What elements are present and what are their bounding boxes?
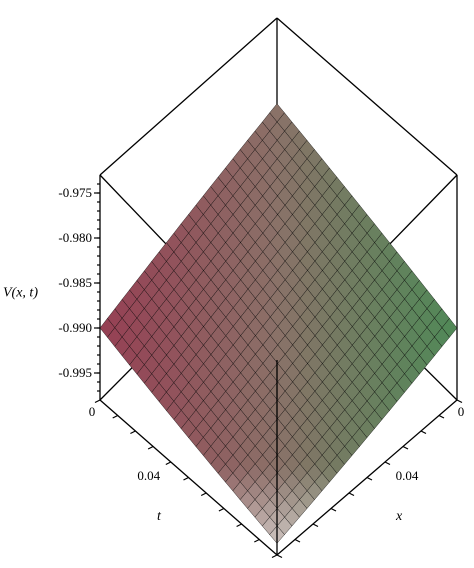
t-tick bbox=[130, 430, 136, 435]
t-tick bbox=[254, 538, 260, 543]
x-tick-label: 0.04 bbox=[396, 468, 419, 483]
t-tick bbox=[94, 399, 101, 404]
t-tick bbox=[200, 492, 207, 497]
x-axis: 00.04 bbox=[276, 399, 465, 559]
x-tick-label: 0 bbox=[458, 404, 465, 419]
x-axis-label: x bbox=[395, 509, 403, 524]
surface-mesh bbox=[99, 103, 458, 544]
t-axis-label: t bbox=[157, 509, 162, 524]
box-edge bbox=[99, 17, 278, 176]
z-tick-label: -0.990 bbox=[58, 320, 92, 335]
z-tick-label: -0.975 bbox=[58, 185, 92, 200]
t-tick bbox=[271, 554, 278, 559]
x-tick bbox=[330, 507, 337, 512]
z-tick-label: -0.980 bbox=[58, 230, 92, 245]
t-tick bbox=[165, 461, 172, 466]
z-tick-label: -0.985 bbox=[58, 275, 92, 290]
x-tick bbox=[312, 523, 319, 528]
t-tick bbox=[112, 414, 118, 419]
t-tick bbox=[183, 476, 189, 481]
t-tick-label: 0 bbox=[89, 404, 96, 419]
z-tick-label: -0.995 bbox=[58, 365, 92, 380]
x-tick bbox=[420, 430, 427, 435]
box-edge bbox=[276, 17, 458, 176]
x-tick bbox=[456, 399, 463, 404]
x-tick bbox=[366, 476, 373, 481]
z-axis-label: V(x, t) bbox=[3, 286, 38, 301]
x-tick bbox=[276, 554, 283, 559]
z-axis: -0.975 -0.980 -0.985 -0.990 -0.995 bbox=[58, 183, 100, 392]
t-axis: 00.04 bbox=[89, 399, 278, 559]
t-tick bbox=[147, 445, 154, 450]
t-tick bbox=[236, 523, 242, 528]
x-tick bbox=[438, 414, 445, 419]
x-tick bbox=[348, 492, 355, 497]
x-tick bbox=[384, 461, 391, 466]
t-tick bbox=[218, 507, 225, 512]
x-tick bbox=[294, 538, 301, 543]
x-tick bbox=[402, 445, 409, 450]
t-tick-label: 0.04 bbox=[137, 468, 160, 483]
